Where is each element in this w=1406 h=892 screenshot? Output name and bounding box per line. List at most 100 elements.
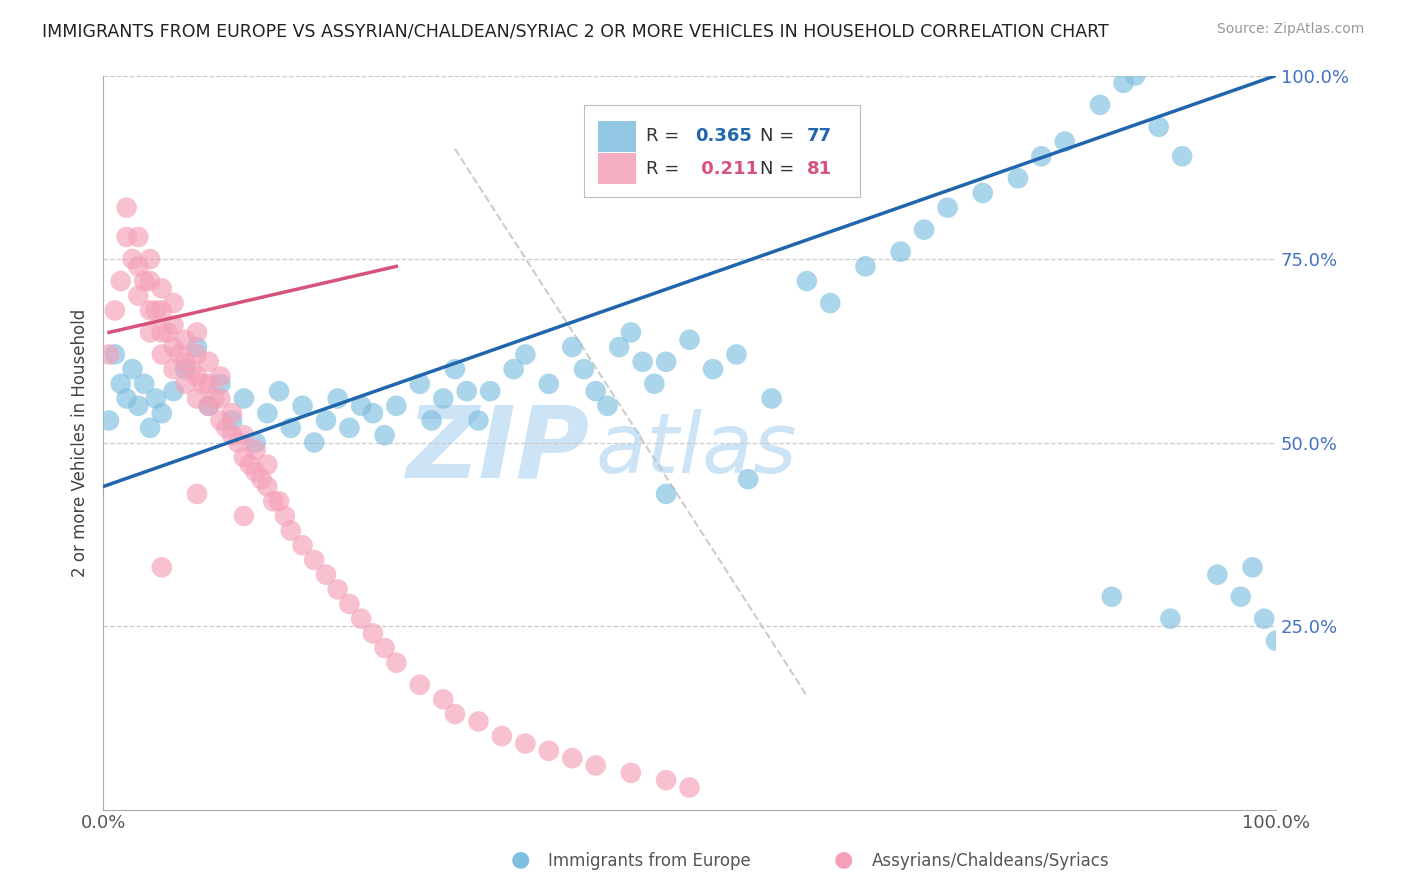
Point xyxy=(350,399,373,413)
Point xyxy=(585,384,607,399)
Point xyxy=(444,707,467,722)
Point xyxy=(186,347,208,361)
Point xyxy=(267,494,290,508)
Point xyxy=(1147,120,1170,134)
Text: IMMIGRANTS FROM EUROPE VS ASSYRIAN/CHALDEAN/SYRIAC 2 OR MORE VEHICLES IN HOUSEHO: IMMIGRANTS FROM EUROPE VS ASSYRIAN/CHALD… xyxy=(42,22,1109,40)
Point xyxy=(267,384,290,399)
Point xyxy=(98,347,121,361)
Point xyxy=(339,597,361,611)
Point xyxy=(467,413,489,427)
Point xyxy=(139,421,162,435)
Point xyxy=(215,421,238,435)
Point xyxy=(121,252,143,266)
Point xyxy=(127,260,149,274)
Point xyxy=(302,553,325,567)
Text: ●: ● xyxy=(834,850,853,870)
Point xyxy=(596,399,619,413)
Point xyxy=(156,326,179,340)
Point xyxy=(209,376,232,391)
Point xyxy=(502,362,524,376)
Point xyxy=(174,376,197,391)
Text: Assyrians/Chaldeans/Syriacs: Assyrians/Chaldeans/Syriacs xyxy=(872,852,1109,870)
Point xyxy=(232,450,254,465)
Point xyxy=(1253,612,1275,626)
Point xyxy=(515,736,537,750)
FancyBboxPatch shape xyxy=(598,153,636,184)
Text: ●: ● xyxy=(510,850,530,870)
Point xyxy=(209,413,232,427)
Point xyxy=(250,472,273,486)
Point xyxy=(631,355,654,369)
Point xyxy=(972,186,994,200)
Point xyxy=(561,751,583,765)
FancyBboxPatch shape xyxy=(583,105,859,196)
Point xyxy=(280,421,302,435)
Text: 0.211: 0.211 xyxy=(696,160,758,178)
Point xyxy=(186,340,208,354)
Point xyxy=(537,744,560,758)
Point xyxy=(209,369,232,384)
Point xyxy=(374,641,396,656)
Point xyxy=(374,428,396,442)
Point xyxy=(655,355,678,369)
Point xyxy=(115,230,138,244)
Point xyxy=(162,296,184,310)
Point xyxy=(1265,633,1288,648)
Point xyxy=(315,413,337,427)
Point xyxy=(139,326,162,340)
Point xyxy=(1101,590,1123,604)
Point xyxy=(620,765,643,780)
Point xyxy=(221,428,243,442)
Point xyxy=(221,413,243,427)
Point xyxy=(912,222,935,236)
Point xyxy=(678,333,700,347)
Text: ZIP: ZIP xyxy=(406,401,591,499)
Point xyxy=(115,201,138,215)
Point xyxy=(232,508,254,523)
Point xyxy=(127,230,149,244)
Point xyxy=(409,678,432,692)
Point xyxy=(174,355,197,369)
Point xyxy=(134,376,156,391)
Point xyxy=(232,428,254,442)
Point xyxy=(162,362,184,376)
Point xyxy=(1053,135,1076,149)
Point xyxy=(162,318,184,332)
Point xyxy=(702,362,724,376)
Point xyxy=(302,435,325,450)
Point xyxy=(585,758,607,772)
Point xyxy=(121,362,143,376)
Point xyxy=(221,406,243,420)
Point xyxy=(385,656,408,670)
Point xyxy=(855,260,877,274)
Point xyxy=(936,201,959,215)
Text: N =: N = xyxy=(759,160,800,178)
Point xyxy=(1206,567,1229,582)
Point xyxy=(1007,171,1029,186)
Point xyxy=(467,714,489,729)
Point xyxy=(169,347,191,361)
Point xyxy=(256,479,278,493)
Point xyxy=(1112,76,1135,90)
Point xyxy=(655,487,678,501)
Point xyxy=(326,392,349,406)
Point xyxy=(139,274,162,288)
Point xyxy=(162,384,184,399)
Point xyxy=(820,296,842,310)
Point xyxy=(561,340,583,354)
Point xyxy=(204,392,226,406)
Point xyxy=(186,487,208,501)
Point xyxy=(180,362,202,376)
Point xyxy=(1031,149,1053,163)
Point xyxy=(226,435,249,450)
Point xyxy=(607,340,630,354)
Text: 0.365: 0.365 xyxy=(696,128,752,145)
Point xyxy=(620,326,643,340)
Point xyxy=(197,355,219,369)
Point xyxy=(537,376,560,391)
Text: Immigrants from Europe: Immigrants from Europe xyxy=(548,852,751,870)
Point xyxy=(150,347,173,361)
Point xyxy=(104,303,127,318)
Text: R =: R = xyxy=(647,128,685,145)
Point xyxy=(479,384,502,399)
